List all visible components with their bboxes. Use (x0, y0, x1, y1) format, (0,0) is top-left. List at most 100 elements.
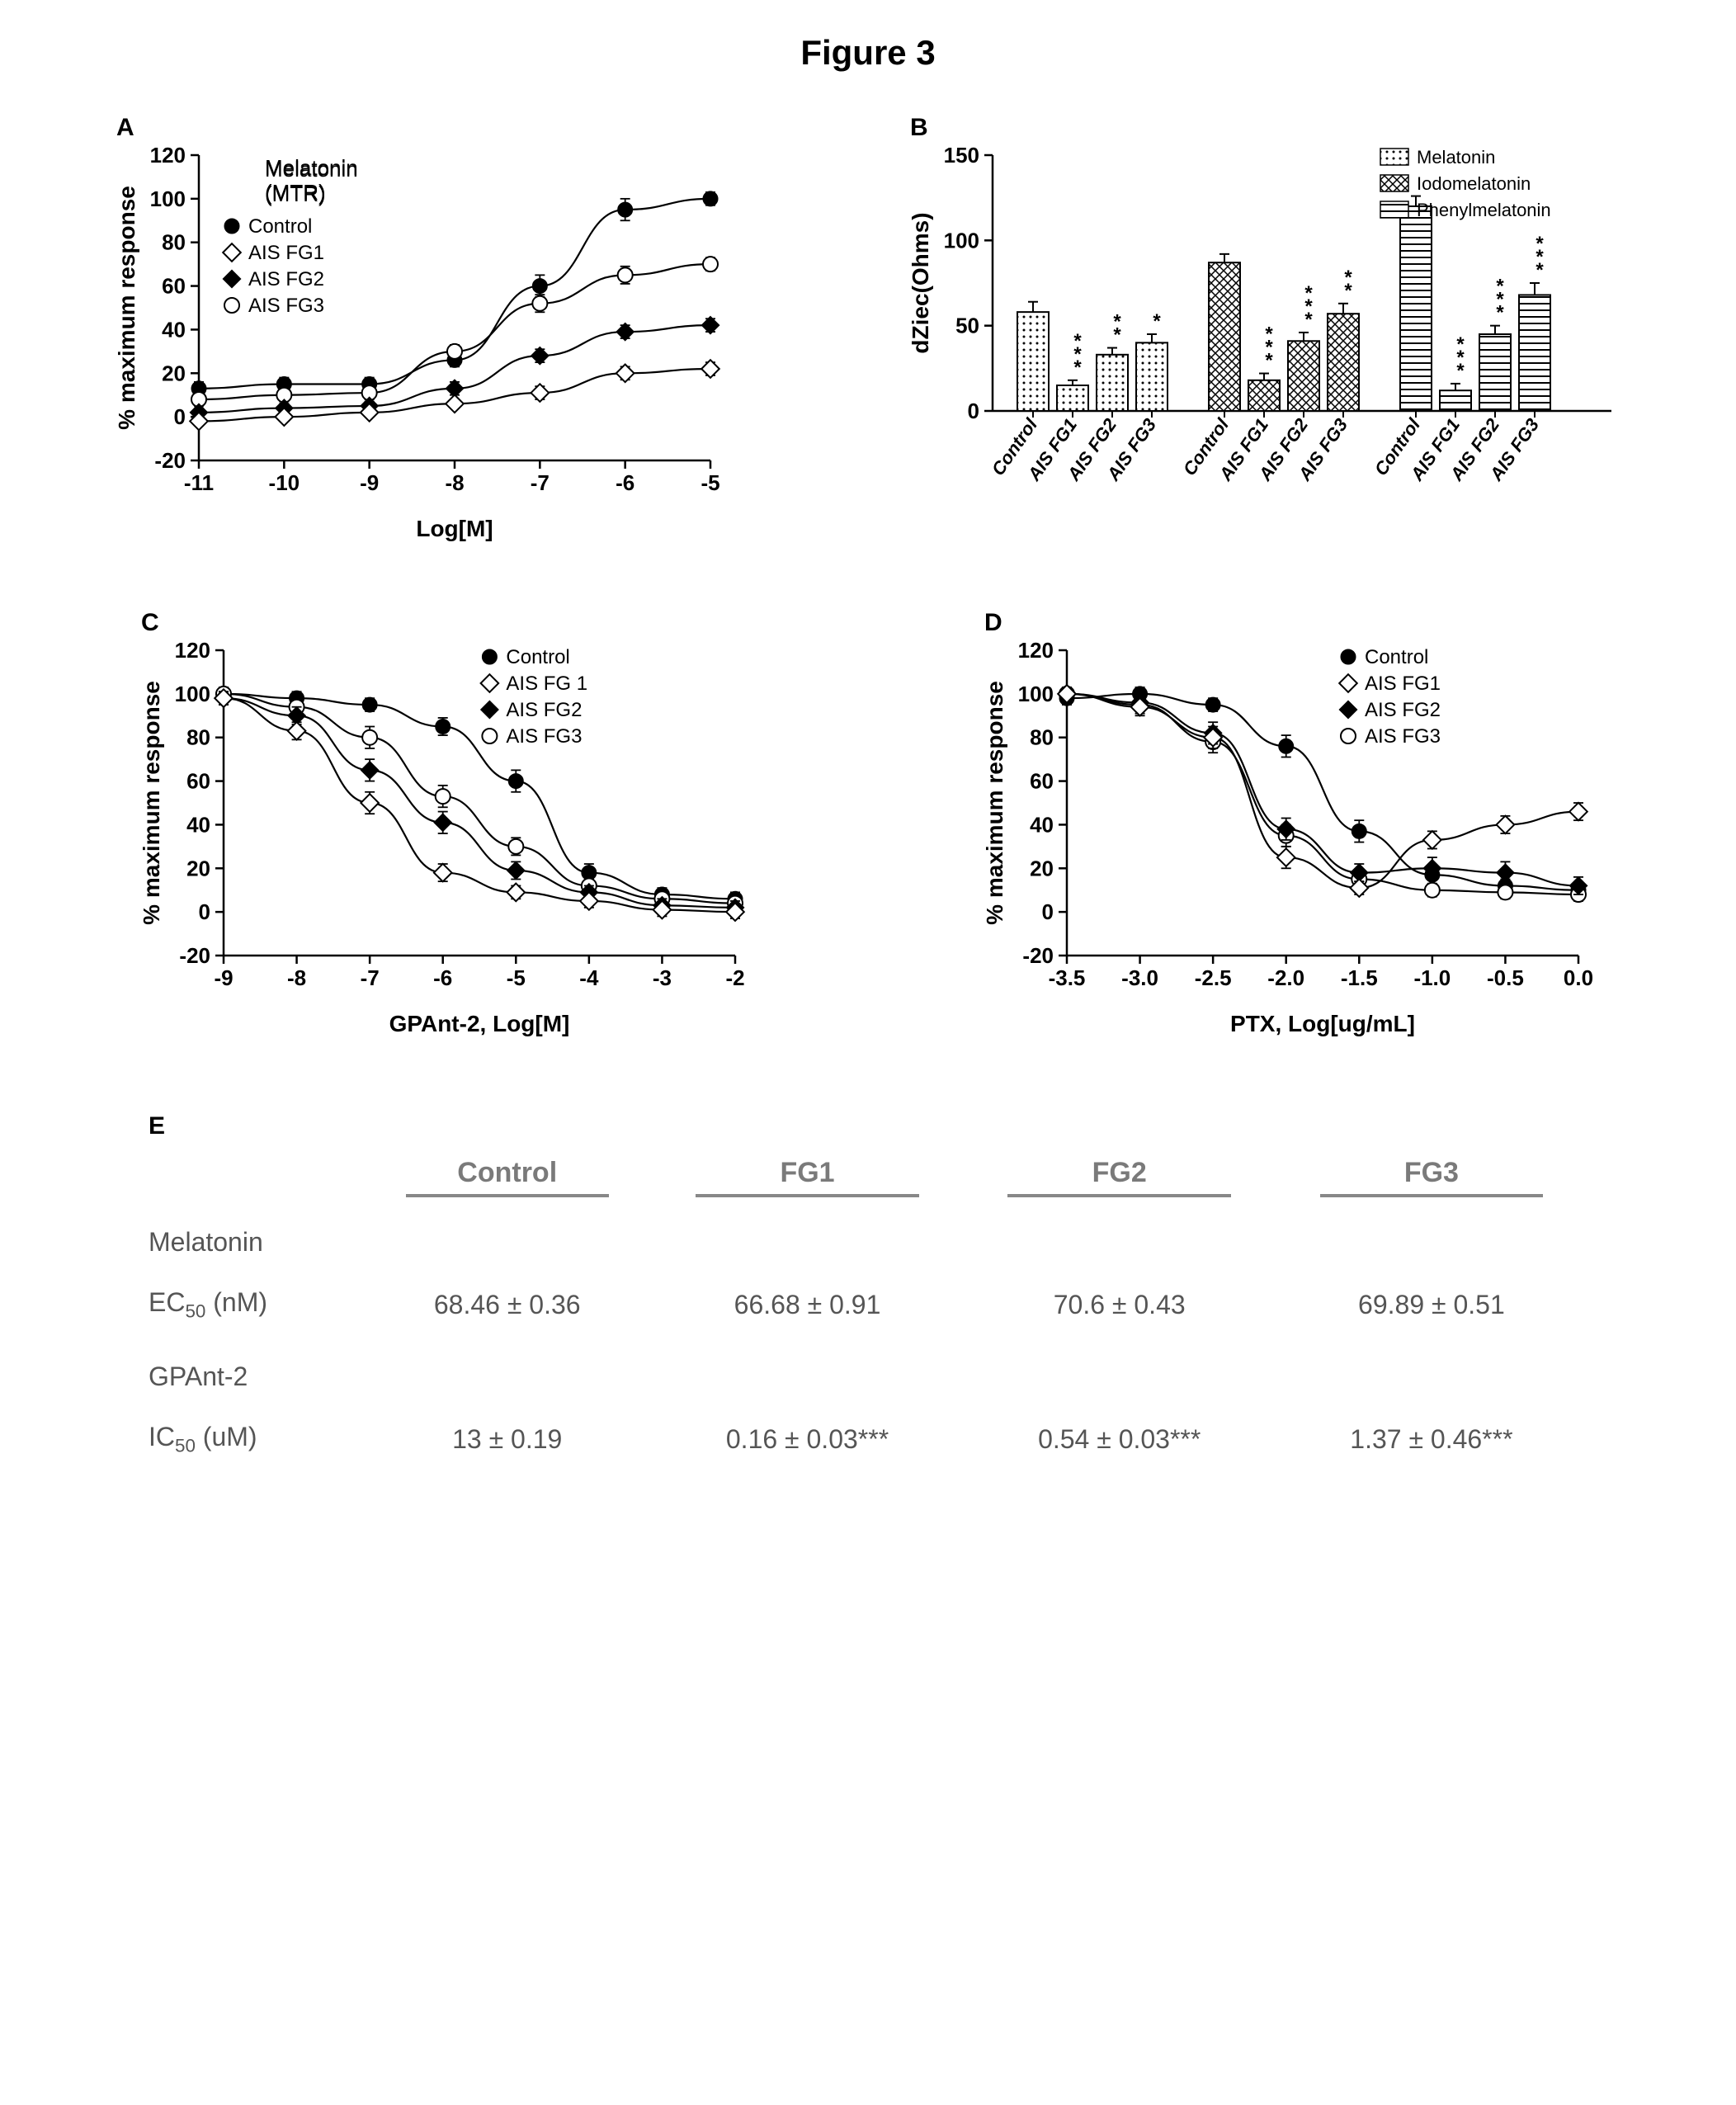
panel-a: A -20020406080100120-11-10-9-8-7-6-5Log[… (108, 122, 735, 551)
row-2: C -20020406080100120-9-8-7-6-5-4-3-2GPAn… (50, 617, 1686, 1046)
panel-c-label: C (141, 609, 159, 637)
svg-text:Control: Control (248, 215, 312, 238)
table-cell: 70.6 ± 0.43 (964, 1272, 1276, 1337)
svg-text:20: 20 (186, 856, 210, 880)
svg-text:-2: -2 (725, 965, 744, 990)
svg-text:*: * (1304, 282, 1313, 304)
panel-e: E ControlFG1FG2FG3MelatoninEC50 (nM)68.4… (149, 1112, 1587, 1472)
svg-text:-20: -20 (179, 943, 210, 968)
table-col-header: FG2 (964, 1157, 1276, 1202)
table-cell: 69.89 ± 0.51 (1276, 1272, 1587, 1337)
svg-text:-9: -9 (360, 470, 379, 495)
svg-text:AIS FG3: AIS FG3 (506, 725, 582, 748)
table-col-header: FG1 (651, 1157, 963, 1202)
svg-text:60: 60 (162, 274, 186, 299)
svg-text:0: 0 (1042, 899, 1054, 924)
table-cell: 0.16 ± 0.03*** (651, 1407, 963, 1471)
table-section-name: Melatonin (149, 1202, 363, 1272)
svg-text:120: 120 (150, 143, 186, 168)
svg-text:120: 120 (1018, 638, 1054, 663)
svg-text:AIS FG1: AIS FG1 (1365, 673, 1441, 695)
row-1: A -20020406080100120-11-10-9-8-7-6-5Log[… (50, 122, 1686, 551)
svg-text:AIS FG3: AIS FG3 (248, 295, 324, 317)
svg-text:Phenylmelatonin: Phenylmelatonin (1417, 200, 1551, 220)
svg-text:Melatonin: Melatonin (1417, 147, 1495, 168)
svg-text:AIS FG1: AIS FG1 (248, 242, 324, 264)
svg-text:-8: -8 (445, 470, 464, 495)
chart-c: -20020406080100120-9-8-7-6-5-4-3-2GPAnt-… (133, 617, 760, 1046)
svg-text:-6: -6 (433, 965, 452, 990)
panel-b: B 050100150dZiec(Ohms)Control***AIS FG1*… (902, 122, 1628, 551)
svg-text:-5: -5 (701, 470, 719, 495)
svg-text:-8: -8 (287, 965, 306, 990)
figure-title: Figure 3 (50, 33, 1686, 73)
svg-text:*: * (1265, 323, 1273, 346)
svg-text:-1.5: -1.5 (1341, 965, 1378, 990)
chart-d: -20020406080100120-3.5-3.0-2.5-2.0-1.5-1… (976, 617, 1603, 1046)
svg-text:Melatonin: Melatonin (265, 157, 358, 182)
svg-text:-3.5: -3.5 (1049, 965, 1086, 990)
svg-text:120: 120 (175, 638, 210, 663)
chart-a: -20020406080100120-11-10-9-8-7-6-5Log[M]… (108, 122, 735, 551)
table-section-name: GPAnt-2 (149, 1337, 363, 1407)
svg-text:AIS FG2: AIS FG2 (248, 268, 324, 290)
svg-text:-1.0: -1.0 (1413, 965, 1451, 990)
panel-e-table: ControlFG1FG2FG3MelatoninEC50 (nM)68.46 … (149, 1157, 1587, 1472)
svg-text:*: * (1496, 276, 1504, 298)
table-cell: 0.54 ± 0.03*** (964, 1407, 1276, 1471)
svg-text:Log[M]: Log[M] (416, 516, 493, 541)
svg-text:-0.5: -0.5 (1487, 965, 1524, 990)
svg-text:dZiec(Ohms): dZiec(Ohms) (908, 212, 933, 353)
panel-a-label: A (116, 114, 134, 142)
svg-text:100: 100 (944, 228, 979, 253)
panel-e-label: E (149, 1112, 1587, 1140)
table-cell: 66.68 ± 0.91 (651, 1272, 963, 1337)
svg-text:-7: -7 (361, 965, 380, 990)
table-metric: EC50 (nM) (149, 1272, 363, 1337)
svg-text:-7: -7 (531, 470, 550, 495)
table-cell: 1.37 ± 0.46*** (1276, 1407, 1587, 1471)
svg-text:-9: -9 (214, 965, 233, 990)
svg-text:*: * (1344, 267, 1352, 289)
svg-text:-6: -6 (616, 470, 634, 495)
svg-text:-2.0: -2.0 (1267, 965, 1304, 990)
svg-text:60: 60 (186, 769, 210, 794)
svg-text:100: 100 (1018, 682, 1054, 706)
svg-text:0: 0 (174, 404, 186, 429)
svg-text:*: * (1153, 310, 1161, 333)
panel-d: D -20020406080100120-3.5-3.0-2.5-2.0-1.5… (976, 617, 1603, 1046)
svg-text:*: * (1113, 311, 1121, 333)
panel-c: C -20020406080100120-9-8-7-6-5-4-3-2GPAn… (133, 617, 760, 1046)
svg-text:0: 0 (199, 899, 210, 924)
svg-text:-3.0: -3.0 (1121, 965, 1158, 990)
svg-text:AIS FG2: AIS FG2 (1365, 699, 1441, 721)
panel-d-label: D (984, 609, 1002, 637)
svg-text:40: 40 (186, 812, 210, 837)
table-cell: 68.46 ± 0.36 (363, 1272, 651, 1337)
table-col-header: Control (363, 1157, 651, 1202)
table-metric: IC50 (uM) (149, 1407, 363, 1471)
svg-text:20: 20 (162, 361, 186, 385)
svg-text:AIS FG 1: AIS FG 1 (506, 673, 587, 695)
svg-text:GPAnt-2, Log[M]: GPAnt-2, Log[M] (389, 1011, 570, 1036)
svg-text:*: * (1536, 233, 1544, 255)
svg-text:-10: -10 (269, 470, 300, 495)
svg-text:20: 20 (1030, 856, 1054, 880)
svg-text:*: * (1456, 333, 1465, 356)
svg-text:-4: -4 (579, 965, 599, 990)
svg-text:Control: Control (1365, 646, 1428, 668)
svg-text:-20: -20 (154, 448, 186, 473)
svg-text:-5: -5 (507, 965, 526, 990)
svg-text:80: 80 (186, 725, 210, 750)
svg-text:100: 100 (150, 186, 186, 211)
svg-text:40: 40 (162, 317, 186, 342)
svg-text:(MTR): (MTR) (265, 182, 326, 206)
svg-text:150: 150 (944, 143, 979, 168)
svg-text:-11: -11 (184, 470, 214, 495)
svg-text:40: 40 (1030, 812, 1054, 837)
svg-text:% maximum response: % maximum response (139, 681, 164, 925)
svg-text:60: 60 (1030, 769, 1054, 794)
svg-text:*: * (1073, 330, 1082, 352)
panel-b-label: B (910, 114, 928, 142)
svg-text:-20: -20 (1022, 943, 1054, 968)
